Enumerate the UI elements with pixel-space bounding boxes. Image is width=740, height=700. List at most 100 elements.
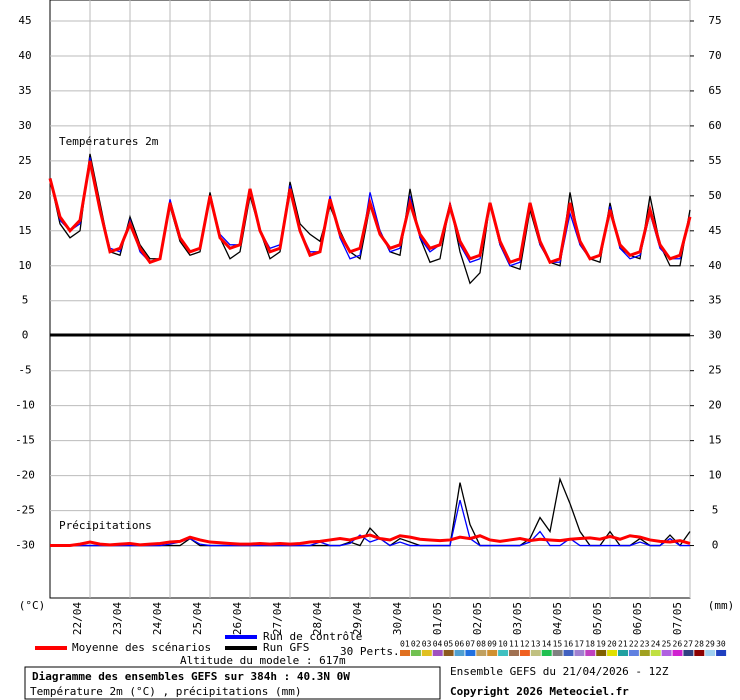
y-tick-label: -25 — [15, 504, 35, 517]
y-tick-label: -20 — [15, 469, 35, 482]
member-swatch — [618, 650, 628, 656]
x-tick-label: 06/05 — [631, 602, 644, 635]
grid — [50, 0, 691, 598]
precip-line — [50, 533, 691, 548]
member-swatch — [694, 650, 705, 656]
member-swatch — [498, 650, 509, 656]
member-label: 16 — [564, 640, 574, 649]
y-tick-label: 45 — [18, 14, 31, 27]
member-swatch — [421, 650, 432, 656]
member-swatch — [574, 650, 585, 656]
member-swatch — [476, 650, 487, 656]
member-label: 19 — [596, 640, 606, 649]
copyright: Copyright 2026 Meteociel.fr — [450, 685, 629, 698]
precip-line — [50, 499, 690, 547]
perturbations-label: 30 Perts. — [340, 645, 400, 658]
member-label: 14 — [542, 640, 552, 649]
member-swatch — [443, 650, 454, 656]
y-tick-label: 0 — [22, 329, 29, 342]
y-tick-label: 40 — [18, 49, 31, 62]
member-label: 29 — [705, 640, 715, 649]
member-label: 20 — [607, 640, 617, 649]
member-label: 11 — [509, 640, 519, 649]
member-label: 22 — [629, 640, 639, 649]
y2-tick-label: 50 — [708, 189, 721, 202]
member-swatch — [465, 650, 476, 656]
x-tick-label: 22/04 — [71, 602, 84, 635]
temperature-line — [48, 160, 692, 265]
y2-tick-label: 70 — [708, 49, 721, 62]
y-axis-label: (°C) — [19, 599, 46, 612]
legend-label: Moyenne des scénarios — [72, 641, 211, 654]
legend-label: Run GFS — [263, 641, 309, 654]
member-label: 23 — [640, 640, 650, 649]
member-swatch — [432, 650, 443, 656]
x-tick-label: 24/04 — [151, 602, 164, 635]
member-label: 08 — [476, 640, 486, 649]
member-label: 06 — [455, 640, 465, 649]
y-tick-label: 30 — [18, 119, 31, 132]
x-tick-label: 04/05 — [551, 602, 564, 635]
x-tick-label: 25/04 — [191, 602, 204, 635]
member-swatch — [672, 650, 683, 656]
member-label: 04 — [433, 640, 443, 649]
member-swatch — [563, 650, 574, 656]
y2-tick-label: 40 — [708, 259, 721, 272]
member-label: 13 — [531, 640, 541, 649]
member-swatch — [519, 650, 530, 656]
member-swatch — [410, 650, 421, 656]
x-tick-label: 28/04 — [311, 602, 324, 635]
x-tick-label: 27/04 — [271, 602, 284, 635]
member-label: 18 — [585, 640, 595, 649]
member-label: 28 — [694, 640, 704, 649]
precip-label: Précipitations — [59, 519, 152, 532]
x-tick-label: 03/05 — [511, 602, 524, 635]
x-tick-label: 02/05 — [471, 602, 484, 635]
y2-tick-label: 30 — [708, 329, 721, 342]
member-swatch — [530, 650, 541, 656]
y-tick-label: -5 — [18, 364, 31, 377]
y-tick-label: -15 — [15, 434, 35, 447]
member-label: 30 — [716, 640, 726, 649]
y-tick-label: 20 — [18, 189, 31, 202]
x-tick-label: 07/05 — [671, 602, 684, 635]
member-label: 17 — [574, 640, 584, 649]
legend: Moyenne des scénarios Run de contrôleRun … — [35, 630, 727, 656]
temp-label: Températures 2m — [59, 135, 159, 148]
y-tick-label: -30 — [15, 539, 35, 552]
member-swatch — [552, 650, 563, 656]
member-label: 05 — [444, 640, 454, 649]
x-tick-label: 30/04 — [391, 602, 404, 635]
y-tick-label: 5 — [22, 294, 29, 307]
member-swatch — [607, 650, 618, 656]
altitude: Altitude du modele : 617m — [180, 654, 346, 667]
member-swatch — [683, 650, 694, 656]
member-swatch — [400, 650, 410, 656]
member-label: 03 — [422, 640, 432, 649]
member-label: 02 — [411, 640, 421, 649]
member-swatch — [596, 650, 607, 656]
member-swatch — [454, 650, 465, 656]
chart-title: Diagramme des ensembles GEFS sur 384h : … — [32, 670, 350, 683]
member-label: 26 — [673, 640, 683, 649]
subtitle: Température 2m (°C) , précipitations (mm… — [30, 685, 302, 698]
x-tick-label: 29/04 — [351, 602, 364, 635]
y-tick-label: 15 — [18, 224, 31, 237]
y-tick-label: 10 — [18, 259, 31, 272]
y2-tick-label: 10 — [708, 469, 721, 482]
y2-tick-label: 45 — [708, 224, 721, 237]
member-label: 07 — [465, 640, 475, 649]
title-box — [24, 666, 441, 700]
run-info: Ensemble GEFS du 21/04/2026 - 12Z — [450, 665, 669, 678]
x-tick-label: 05/05 — [591, 602, 604, 635]
y2-tick-label: 15 — [708, 434, 721, 447]
y-tick-label: 25 — [18, 154, 31, 167]
y2-tick-label: 75 — [708, 14, 721, 27]
x-tick-label: 23/04 — [111, 602, 124, 635]
member-label: 24 — [651, 640, 661, 649]
member-label: 25 — [662, 640, 672, 649]
member-label: 10 — [498, 640, 508, 649]
y2-tick-label: 55 — [708, 154, 721, 167]
member-label: 21 — [618, 640, 628, 649]
